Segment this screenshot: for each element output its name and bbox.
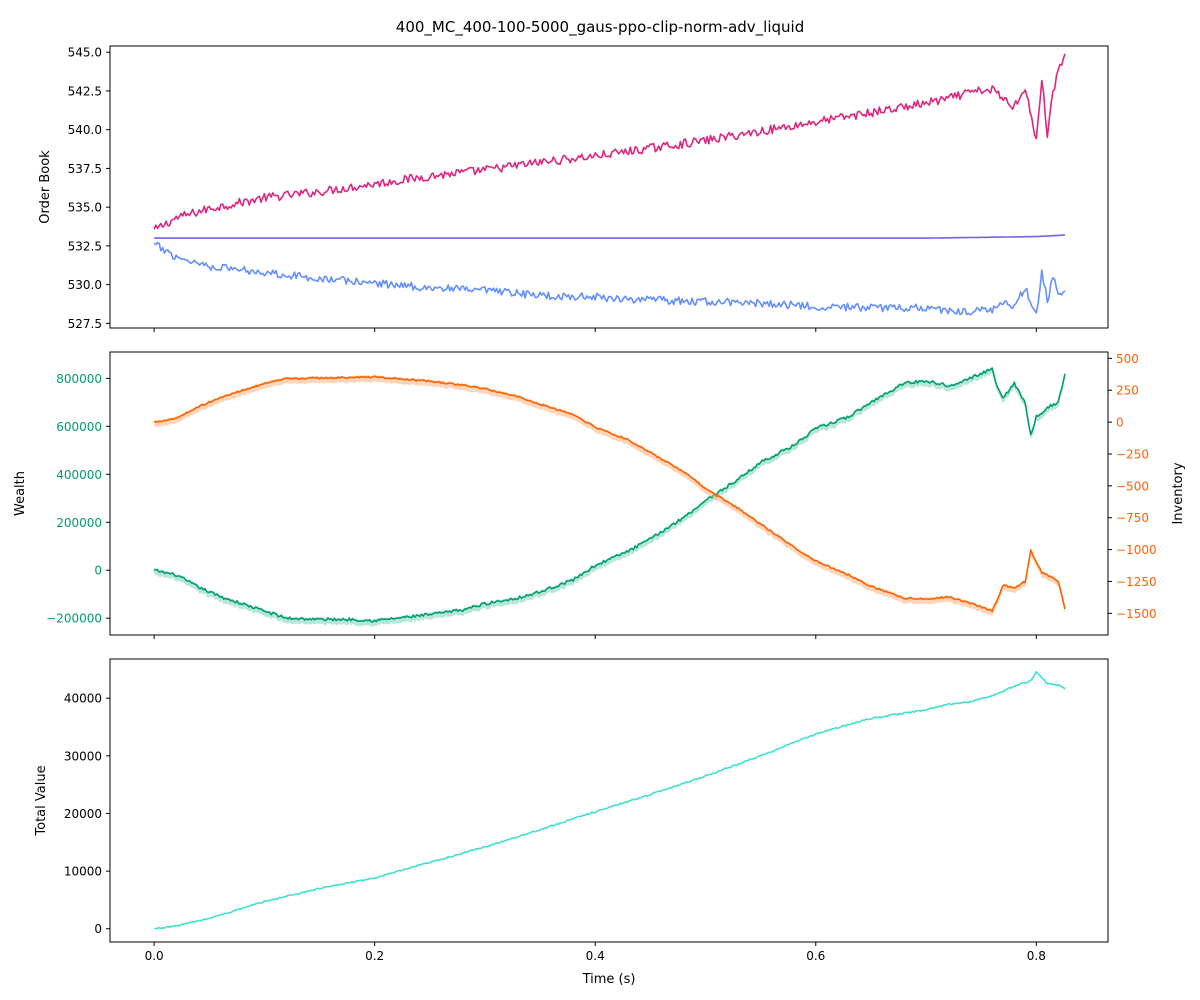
y-right-tick-label: −1250 xyxy=(1116,575,1157,589)
x-tick-label: 0.0 xyxy=(145,949,164,963)
series-group xyxy=(154,670,1066,930)
y-tick-label: 537.5 xyxy=(68,162,102,176)
subplot-1: 527.5 530.0 532.5 535.0 537.5 540.0 542.5 545.0… xyxy=(38,45,1109,332)
axes-frame xyxy=(109,45,1109,329)
y-axis-label: Total Value xyxy=(34,765,49,836)
axes-frame xyxy=(109,351,1109,636)
y-tick-label: 20000 xyxy=(64,807,102,821)
y-tick-label: 540.0 xyxy=(68,123,102,137)
y-tick-label: 10000 xyxy=(64,865,102,879)
series-2-line xyxy=(154,375,1066,613)
series-group xyxy=(154,366,1066,627)
y-right-tick-label: −500 xyxy=(1116,479,1149,493)
y-tick-label: 200000 xyxy=(56,516,102,530)
y-tick-label: 600000 xyxy=(56,420,102,434)
y-axis-label: Wealth xyxy=(13,471,28,516)
y-right-tick-label: 250 xyxy=(1116,384,1139,398)
y-tick-label: 800000 xyxy=(56,372,102,386)
y-tick-label: 40000 xyxy=(64,692,102,706)
y-tick-label: −200000 xyxy=(46,612,102,626)
y-axis-label: Order Book xyxy=(38,150,53,224)
y-tick-label: 542.5 xyxy=(68,84,102,98)
x-tick-label: 0.2 xyxy=(365,949,384,963)
axes-frame xyxy=(109,658,1109,943)
figure-title: 400_MC_400-100-5000_gaus-ppo-clip-norm-a… xyxy=(396,18,804,37)
y-tick-label: 532.5 xyxy=(68,239,102,253)
series-2-line xyxy=(154,234,1066,239)
x-tick-label: 0.4 xyxy=(586,949,605,963)
series-group xyxy=(153,53,1066,316)
y-tick-label: 527.5 xyxy=(68,317,102,331)
y-right-tick-label: −1500 xyxy=(1116,607,1157,621)
series-3-line xyxy=(153,241,1066,316)
series-1-line xyxy=(154,367,1066,623)
y-tick-label: 530.0 xyxy=(68,278,102,292)
subplot-2: −200000 0 200000 400000 600000 800000 −1500 −12… xyxy=(13,351,1186,639)
y-right-tick-label: −750 xyxy=(1116,511,1149,525)
y-tick-label: 30000 xyxy=(64,749,102,763)
y-right-tick-label: −1000 xyxy=(1116,543,1157,557)
x-tick-label: 0.8 xyxy=(1027,949,1046,963)
y-tick-label: 0 xyxy=(94,564,102,578)
y-right-axis-label: Inventory xyxy=(1171,462,1186,524)
y-tick-label: 0 xyxy=(94,922,102,936)
series-1-line xyxy=(153,53,1066,230)
subplot-3: 0.0 0.2 0.4 0.6 0.8 0 10000 20000 30000 40000 Tota… xyxy=(34,658,1109,963)
y-right-tick-label: −250 xyxy=(1116,447,1149,461)
series-1-line xyxy=(154,670,1066,930)
y-tick-label: 400000 xyxy=(56,468,102,482)
x-tick-label: 0.6 xyxy=(806,949,825,963)
chart-panels: 527.5 530.0 532.5 535.0 537.5 540.0 542.5 545.0… xyxy=(13,45,1186,963)
y-right-tick-label: 0 xyxy=(1116,416,1124,430)
x-axis-label: Time (s) xyxy=(582,972,636,987)
y-tick-label: 535.0 xyxy=(68,201,102,215)
y-right-tick-label: 500 xyxy=(1116,352,1139,366)
y-tick-label: 545.0 xyxy=(68,46,102,60)
